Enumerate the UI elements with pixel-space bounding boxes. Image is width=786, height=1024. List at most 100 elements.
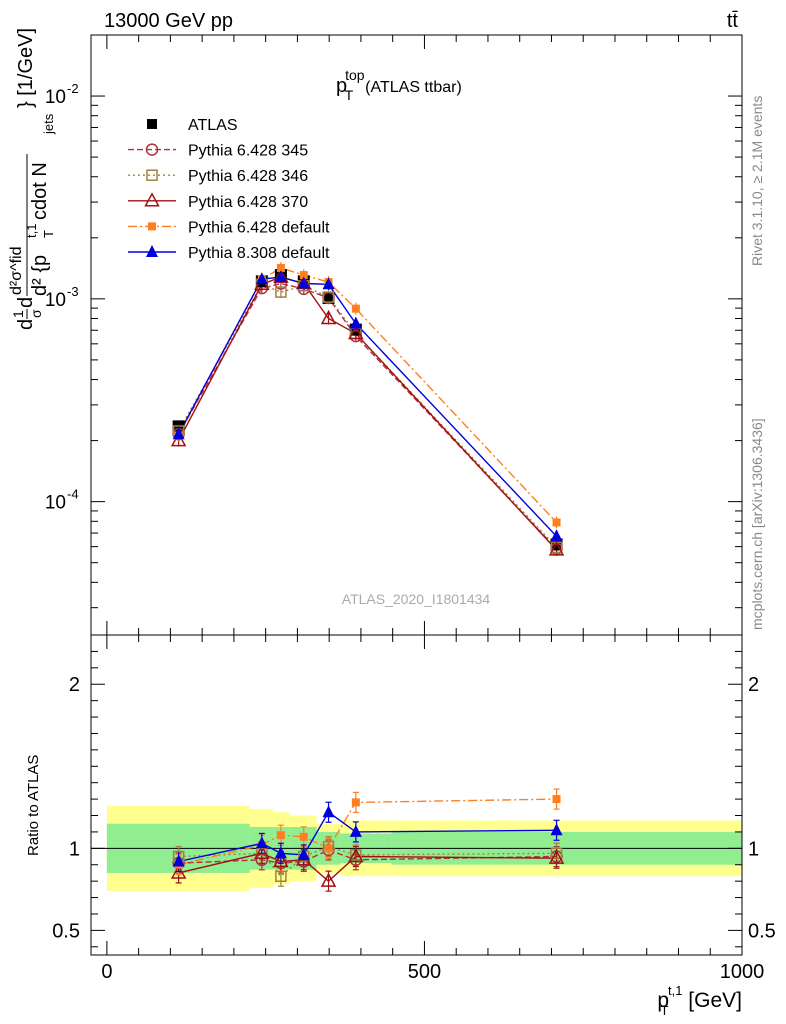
svg-text:σ: σ	[28, 309, 44, 318]
ratio-marker-py6_345	[255, 853, 269, 867]
marker-py8_default	[172, 427, 185, 440]
ratio-ticks	[91, 635, 743, 955]
ratio-marker-py6_default	[552, 795, 561, 804]
marker-py6_default	[299, 271, 308, 280]
svg-text:d: d	[15, 319, 37, 330]
marker-py6_346	[322, 291, 335, 303]
ratio-marker-py8_default	[297, 847, 310, 860]
marker-py8_default	[274, 270, 287, 283]
marker-py8_default	[255, 272, 268, 285]
main-ytick-label: 10	[45, 290, 66, 311]
legend-label-data: ATLAS	[188, 117, 238, 134]
legend-marker-data	[147, 119, 157, 129]
ratio-frame	[90, 634, 743, 956]
main-markers	[170, 263, 565, 556]
legend-label-py8_default: Pythia 8.308 default	[188, 245, 330, 262]
marker-py6_370	[320, 309, 337, 325]
ratio-marker-py6_370	[548, 849, 565, 864]
ratio-marker-py8_default	[550, 823, 563, 836]
marker-py6_370	[348, 324, 364, 340]
svg-text:} [1/GeV]: } [1/GeV]	[15, 28, 37, 108]
marker-py8_default	[550, 529, 563, 542]
legend-label-py6_370: Pythia 6.428 370	[188, 194, 308, 211]
main-error-bars	[178, 261, 558, 556]
ratio-y-axis-label: Ratio to ATLAS	[25, 755, 42, 856]
ratio-ytick-label: 0.5	[52, 920, 80, 942]
xtick-label: 0	[101, 961, 112, 983]
x-axis-label: pt,1 T [GeV]	[657, 983, 742, 1018]
legend-marker-py6_default	[148, 222, 156, 231]
process-label: tt̄	[727, 10, 739, 32]
svg-text:d²σ^fid: d²σ^fid	[8, 246, 25, 295]
ratio-marker-py6_370	[170, 864, 187, 879]
marker-py8_default	[349, 316, 362, 329]
ratio-panel: 0.5 0.5 1 1 2 2 0 500 1000 Ratio to ATLAS pt,1 T …	[25, 634, 776, 1018]
main-series-lines	[177, 267, 558, 551]
ratio-markers	[170, 795, 565, 887]
legend-label-py6_346: Pythia 6.428 346	[188, 168, 308, 185]
series-line-py6_346	[177, 283, 558, 548]
main-ytick-label: 10	[45, 87, 66, 108]
main-ytick-labels: 10-210-310-4	[45, 81, 79, 514]
ratio-marker-py6_370	[320, 872, 337, 887]
analysis-id-label: ATLAS_2020_I1801434	[342, 591, 491, 607]
ratio-marker-py8_default	[349, 824, 362, 837]
main-y-axis-label: d 1 σ d d²σ^fid d² {p T t,1 cdot N jets …	[8, 28, 56, 330]
svg-text:cdot N: cdot N	[29, 162, 51, 220]
series-line-py8_default	[177, 276, 558, 537]
svg-text:t,1: t,1	[24, 224, 39, 238]
ratio-marker-py8_default	[172, 854, 185, 867]
marker-py8_default	[297, 276, 310, 289]
svg-text:d² {p: d² {p	[29, 255, 51, 296]
mcplots-label: mcplots.cern.ch [arXiv:1306.3436]	[749, 418, 765, 630]
marker-py6_370	[170, 432, 187, 447]
ratio-marker-py6_346	[550, 847, 563, 860]
marker-py6_default	[552, 518, 561, 527]
legend-marker-py6_345	[145, 143, 159, 156]
plot-title: ptop T (ATLAS ttbar)	[336, 67, 462, 103]
ratio-marker-py6_default	[324, 844, 333, 853]
energy-label: 13000 GeV pp	[104, 10, 233, 32]
svg-text:d: d	[15, 297, 37, 308]
legend-label-py6_345: Pythia 6.428 345	[188, 143, 308, 160]
legend: ATLAS Pythia 6.428 345 Pythia 6.428 346 Pyt…	[128, 117, 330, 262]
ratio-tick-labels: 0.5 0.5 1 1 2 2 0 500 1000	[52, 674, 776, 983]
main-ytick-label: 10	[45, 493, 66, 514]
ratio-ytick-label-right: 2	[748, 674, 759, 696]
xtick-label: 1000	[720, 961, 765, 983]
ratio-marker-py6_default	[276, 831, 285, 840]
marker-py6_346	[275, 286, 287, 298]
legend-marker-py8_default	[146, 245, 158, 257]
ratio-marker-py6_default	[351, 798, 360, 807]
series-line-py6_370	[177, 276, 558, 551]
main-panel: 10-210-310-4 ptop T (ATLAS ttbar) d 1 σ d …	[8, 28, 743, 636]
ratio-ytick-label: 1	[69, 838, 80, 860]
ratio-ytick-label-right: 1	[748, 838, 759, 860]
marker-py8_default	[322, 277, 335, 290]
legend-marker-py6_346	[146, 169, 158, 181]
ratio-ytick-label-right: 0.5	[748, 920, 776, 942]
marker-py6_default	[351, 304, 360, 313]
svg-text:T: T	[41, 230, 56, 238]
legend-label-py6_default: Pythia 6.428 default	[188, 219, 330, 236]
main-ytick-exponent: -4	[67, 487, 79, 502]
rivet-version-label: Rivet 3.1.10, ≥ 2.1M events	[749, 96, 765, 266]
marker-py6_370	[548, 541, 565, 556]
xtick-label: 500	[408, 961, 441, 983]
main-ticks	[91, 34, 743, 635]
ratio-marker-py8_default	[322, 805, 335, 818]
ratio-marker-py6_370	[254, 844, 270, 860]
ratio-marker-py8_default	[274, 846, 287, 859]
legend-marker-py6_370	[144, 192, 160, 207]
ratio-marker-py6_370	[273, 852, 289, 868]
ratio-marker-py8_default	[255, 836, 268, 849]
ratio-marker-py6_370	[348, 847, 364, 863]
ratio-ytick-label: 2	[69, 674, 80, 696]
marker-py6_default	[276, 263, 285, 272]
series-line-py6_default	[177, 267, 558, 523]
ratio-marker-py6_default	[299, 832, 308, 841]
main-ytick-exponent: -3	[67, 284, 79, 299]
svg-text:1: 1	[10, 310, 26, 318]
marker-data	[322, 291, 335, 304]
